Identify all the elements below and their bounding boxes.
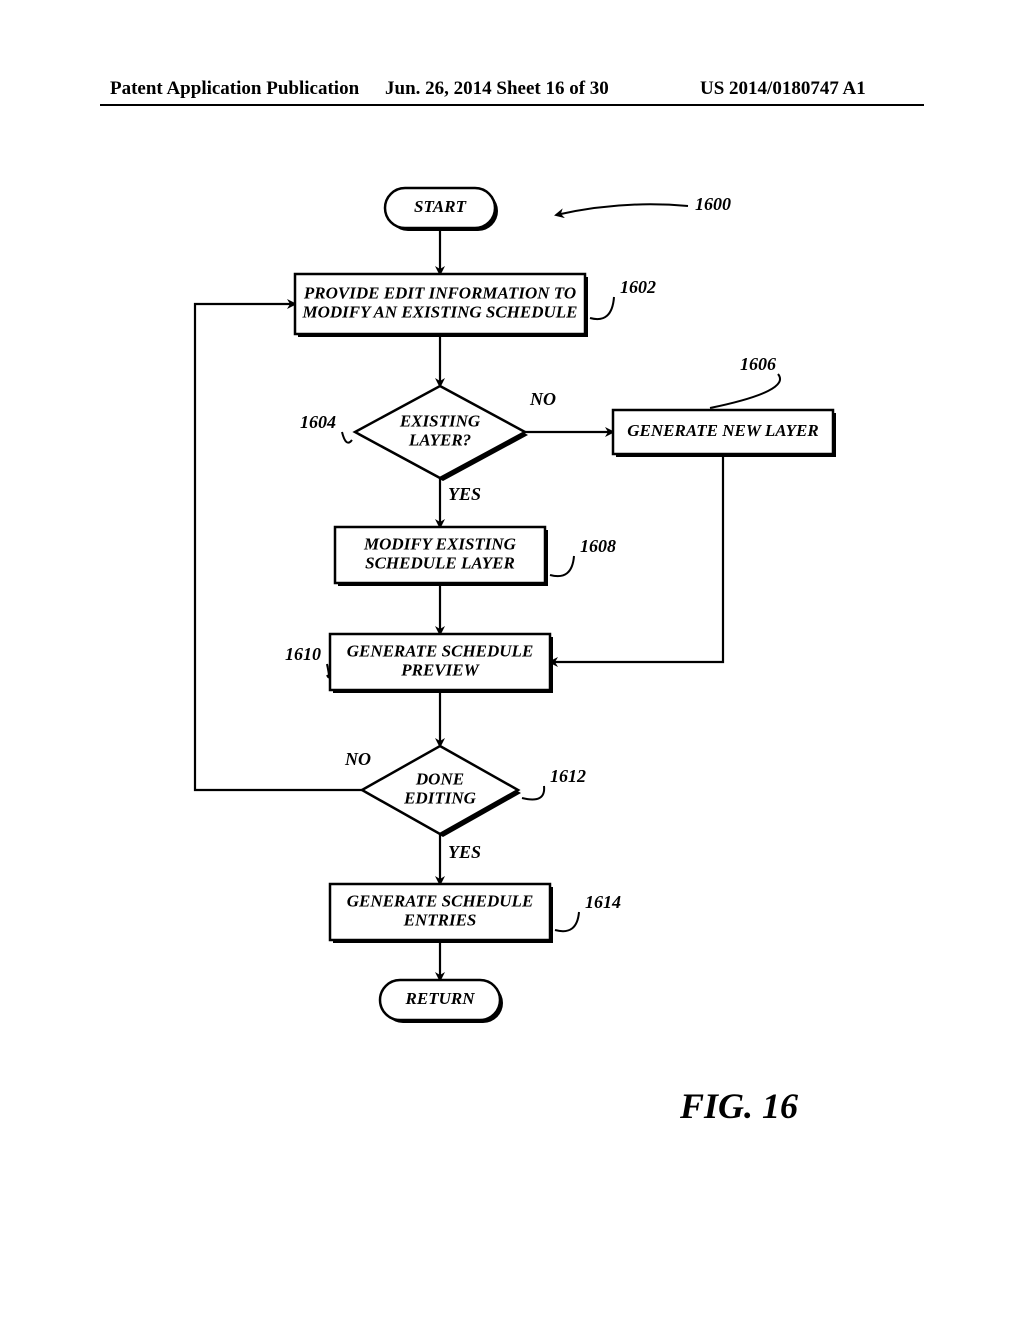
svg-text:LAYER?: LAYER? — [408, 430, 471, 449]
svg-text:1608: 1608 — [580, 536, 616, 556]
svg-text:GENERATE SCHEDULE: GENERATE SCHEDULE — [347, 891, 534, 910]
svg-text:DONE: DONE — [415, 769, 464, 788]
svg-text:EDITING: EDITING — [403, 788, 477, 807]
svg-text:GENERATE SCHEDULE: GENERATE SCHEDULE — [347, 641, 534, 660]
page: Patent Application Publication Jun. 26, … — [0, 0, 1024, 1320]
svg-text:SCHEDULE LAYER: SCHEDULE LAYER — [365, 553, 515, 572]
svg-text:START: START — [414, 197, 467, 216]
svg-text:ENTRIES: ENTRIES — [403, 910, 477, 929]
svg-text:RETURN: RETURN — [405, 989, 476, 1008]
svg-text:NO: NO — [344, 749, 371, 769]
svg-text:PREVIEW: PREVIEW — [400, 660, 480, 679]
svg-text:EXISTING: EXISTING — [399, 411, 481, 430]
flowchart: NO YES NO YES START PROVIDE EDIT INFORMATION … — [0, 0, 1024, 1320]
svg-text:1612: 1612 — [550, 766, 586, 786]
svg-text:1602: 1602 — [620, 277, 656, 297]
svg-text:MODIFY EXISTING: MODIFY EXISTING — [363, 534, 517, 553]
figure-label: FIG. 16 — [680, 1085, 798, 1127]
svg-text:GENERATE NEW LAYER: GENERATE NEW LAYER — [627, 421, 818, 440]
svg-text:1610: 1610 — [285, 644, 321, 664]
svg-text:NO: NO — [529, 389, 556, 409]
svg-text:PROVIDE EDIT INFORMATION TO: PROVIDE EDIT INFORMATION TO — [303, 283, 576, 302]
svg-text:YES: YES — [448, 842, 481, 862]
svg-text:YES: YES — [448, 484, 481, 504]
svg-text:1604: 1604 — [300, 412, 336, 432]
svg-text:1606: 1606 — [740, 354, 776, 374]
svg-text:1600: 1600 — [695, 194, 731, 214]
svg-text:1614: 1614 — [585, 892, 621, 912]
svg-text:MODIFY AN EXISTING SCHEDULE: MODIFY AN EXISTING SCHEDULE — [301, 302, 577, 321]
